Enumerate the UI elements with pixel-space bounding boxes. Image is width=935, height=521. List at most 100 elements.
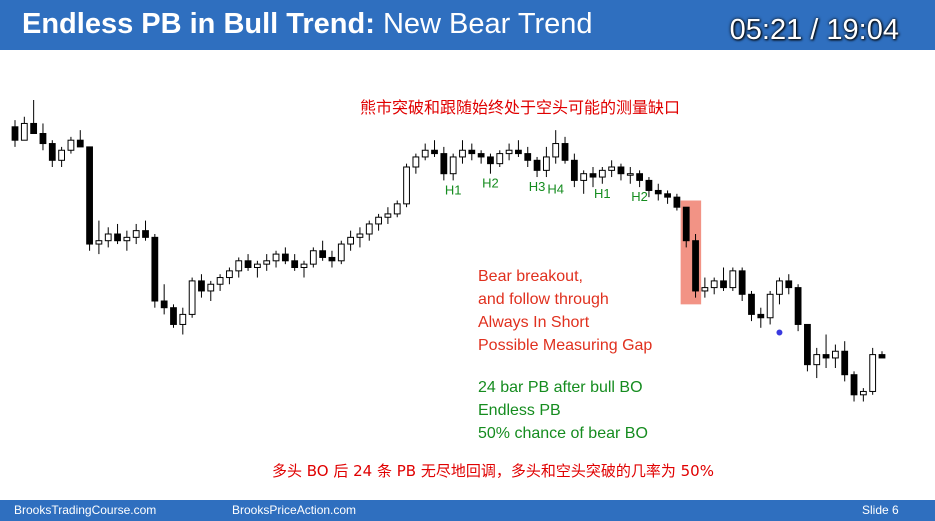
bull-candle (403, 166, 410, 205)
green-annotation-line: 50% chance of bear BO (478, 425, 648, 442)
bull-candle (459, 149, 466, 158)
bear-candle (804, 323, 811, 366)
bull-candle (272, 253, 280, 262)
red-annotation-line: Possible Measuring Gap (478, 337, 653, 354)
bull-candle (580, 173, 588, 181)
bull-candle (67, 139, 75, 151)
bear-candle (636, 173, 644, 181)
bull-candle (869, 354, 877, 392)
bear-candle (664, 193, 671, 198)
bear-candle (76, 139, 84, 148)
bear-candle (30, 122, 38, 134)
red-annotation-line: and follow through (478, 291, 609, 308)
bull-candle (365, 223, 373, 235)
bear-candle (785, 280, 793, 289)
bear-candle (682, 206, 690, 242)
bull-candle (542, 156, 550, 171)
bear-candle (570, 159, 578, 181)
price-chart: H1 H2 H3 H4 H1 H2 (11, 100, 886, 402)
bull-candle (226, 270, 233, 279)
bear-candle (39, 133, 47, 145)
bull-candle (496, 153, 504, 165)
bear-candle (841, 350, 849, 376)
bear-candle (142, 230, 149, 238)
bear-candle (720, 280, 727, 289)
bull-candle (263, 260, 271, 265)
cursor-marker (775, 328, 784, 337)
bear-candle (738, 270, 746, 295)
bull-candle (598, 169, 606, 178)
red-annotation-line: Bear breakout, (478, 268, 583, 285)
bull-candle (207, 283, 215, 292)
bear-candle (319, 250, 327, 258)
pullback-label: H1 (445, 182, 462, 197)
pullback-label: H1 (594, 186, 611, 201)
chinese-bottom-annotation: 多头 BO 后 24 条 PB 无尽地回调，多头和空头突破的几率为 50% (272, 462, 714, 480)
bear-candle (794, 287, 802, 325)
bear-candle (850, 374, 858, 396)
bull-candle (253, 263, 261, 268)
bull-candle (421, 149, 429, 158)
bear-candle (748, 293, 755, 315)
title-bar: Endless PB in Bull Trend: New Bear Trend… (0, 0, 935, 50)
bull-candle (393, 203, 401, 215)
bull-candle (337, 243, 345, 262)
bear-candle (160, 300, 168, 309)
bull-candle (58, 149, 66, 161)
bull-candle (710, 280, 718, 289)
bull-candle (412, 156, 420, 168)
red-annotation-line: Always In Short (478, 314, 590, 331)
bull-candle (132, 230, 140, 238)
bear-candle (291, 260, 299, 269)
pullback-label: H4 (547, 182, 564, 197)
bear-candle (757, 313, 765, 319)
bear-candle (515, 149, 522, 155)
bull-candle (235, 260, 243, 272)
bear-candle (822, 354, 830, 359)
bear-candle (198, 280, 205, 292)
bear-candle (281, 253, 289, 262)
bull-candle (831, 350, 839, 359)
green-annotation-line: 24 bar PB after bull BO (478, 379, 643, 396)
slide-title-bold: Endless PB in Bull Trend: (22, 8, 375, 40)
bear-candle (487, 156, 494, 165)
bear-breakout-annotation: Bear breakout, and follow through Always… (478, 265, 652, 357)
pullback-label: H2 (482, 176, 499, 191)
bull-candle (20, 122, 28, 141)
bull-candle (729, 270, 737, 289)
bull-candle (776, 280, 783, 295)
bull-candle (552, 143, 560, 158)
bear-candle (431, 149, 438, 155)
bull-candle (347, 236, 355, 245)
bear-candle (48, 143, 56, 161)
bull-candle (300, 263, 308, 268)
bull-candle (309, 250, 317, 265)
footer-center-link[interactable]: BrooksPriceAction.com (232, 503, 357, 517)
bear-candle (533, 159, 541, 171)
bear-candle (561, 143, 569, 161)
pullback-annotation: 24 bar PB after bull BO Endless PB 50% c… (478, 376, 648, 445)
green-annotation-line: Endless PB (478, 402, 561, 419)
bull-candle (179, 313, 187, 325)
bull-candle (356, 233, 364, 238)
pullback-label: H2 (631, 189, 648, 204)
bear-candle (244, 260, 252, 269)
bull-candle (701, 287, 709, 292)
footer-left-link[interactable]: BrooksTradingCourse.com (14, 503, 157, 517)
bear-candle (589, 173, 597, 178)
bull-candle (813, 354, 821, 366)
bull-candle (104, 233, 112, 242)
bear-candle (170, 307, 177, 325)
bear-candle (477, 153, 485, 158)
bull-candle (859, 390, 867, 396)
bull-candle (626, 173, 634, 176)
bull-candle (449, 156, 457, 175)
bear-candle (440, 153, 448, 175)
bull-candle (505, 149, 513, 155)
bull-candle (123, 236, 131, 242)
bear-candle (11, 126, 19, 141)
bear-candle (654, 189, 662, 195)
slide-number: Slide 6 (862, 503, 899, 517)
chinese-title-annotation: 熊市突破和跟随始终处于空头可能的测量缺口 (360, 98, 681, 117)
bear-candle (151, 236, 159, 302)
